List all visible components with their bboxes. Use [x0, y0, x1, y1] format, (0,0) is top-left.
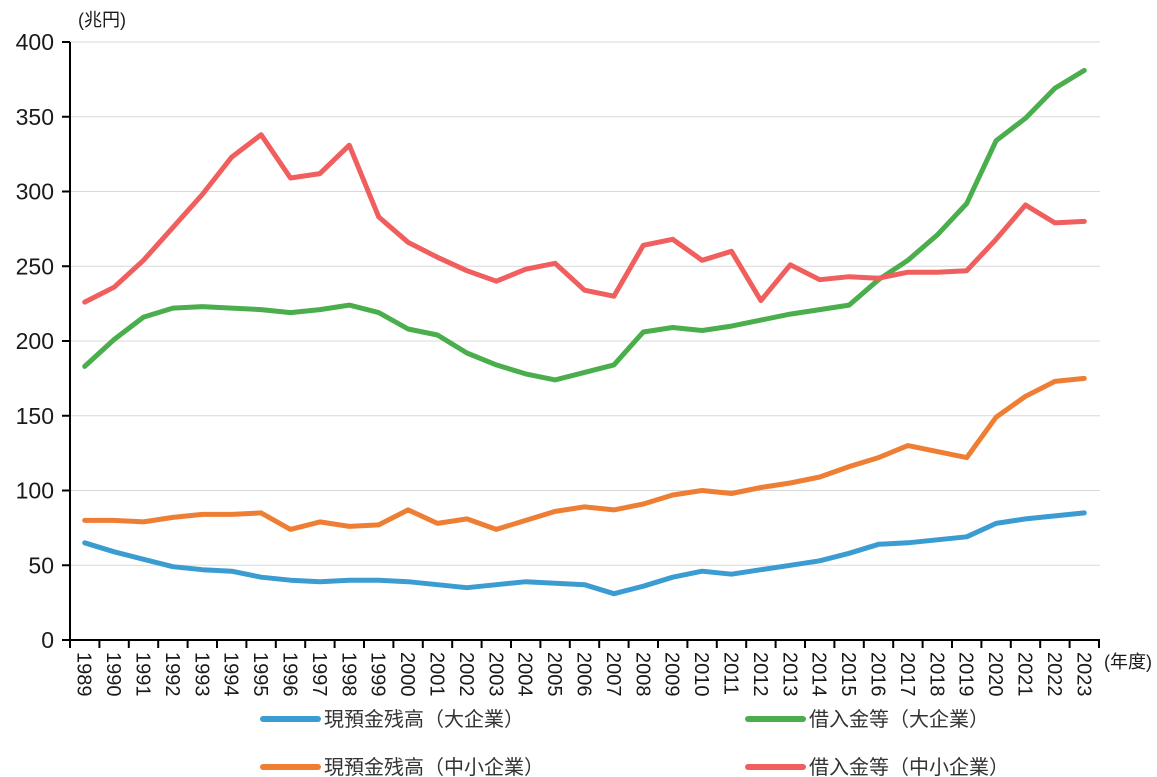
legend-item: 借入金等（大企業） — [745, 708, 989, 731]
x-tick-label: 2007 — [602, 652, 624, 697]
x-tick-label: 2015 — [837, 652, 859, 697]
x-tick-label: 1994 — [220, 652, 242, 697]
series-line-0 — [82, 510, 1087, 597]
y-axis-unit-label: (兆円) — [78, 10, 126, 30]
x-tick-label: 2010 — [690, 652, 712, 697]
series-lines — [82, 67, 1087, 597]
x-tick-label: 1989 — [73, 652, 95, 697]
x-tick-label: 1992 — [161, 652, 183, 697]
legend-item: 借入金等（中小企業） — [745, 756, 1009, 777]
x-tick-label: 2002 — [455, 652, 477, 697]
y-tick-labels: 0 50 100 150 200 250 300 350 400 — [16, 29, 54, 653]
x-tick-label: 2003 — [484, 652, 506, 697]
series-line-1 — [82, 67, 1087, 383]
x-tick-label: 2020 — [984, 652, 1006, 697]
x-tick-label: 2001 — [426, 652, 448, 697]
y-tick-label: 200 — [16, 328, 54, 354]
y-tick-label: 50 — [28, 552, 54, 578]
x-tick-label: 2017 — [896, 652, 918, 697]
x-tick-label: 2014 — [808, 652, 830, 697]
series-line-3 — [82, 132, 1087, 305]
x-tick-label: 2011 — [720, 652, 742, 695]
x-tick-label: 2000 — [396, 652, 418, 697]
y-tick-label: 350 — [16, 104, 54, 130]
x-tick-label: 1993 — [190, 652, 212, 697]
x-tick-label: 2005 — [543, 652, 565, 697]
legend-label: 借入金等（中小企業） — [809, 756, 1009, 777]
y-tick-label: 400 — [16, 29, 54, 55]
y-tick-label: 250 — [16, 253, 54, 279]
x-tick-label: 1999 — [367, 652, 389, 697]
x-tick-label: 2018 — [925, 652, 947, 697]
x-tick-labels: 1989 1990 1991 1992 1993 1994 1995 1996 1997 1998… — [73, 652, 1095, 697]
x-tick-label: 1996 — [279, 652, 301, 697]
x-tick-label: 1997 — [308, 652, 330, 697]
x-tick-label: 2021 — [1014, 652, 1036, 697]
x-tick-label: 2023 — [1072, 652, 1094, 697]
gridlines — [70, 41, 1100, 566]
y-tick-label: 300 — [16, 179, 54, 205]
x-tick-label: 2008 — [631, 652, 653, 697]
x-tick-label: 1990 — [102, 652, 124, 697]
x-tick-label: 2004 — [514, 652, 536, 697]
legend-item: 現預金残高（中小企業） — [260, 756, 544, 777]
x-tick-label: 1991 — [132, 652, 154, 697]
x-tick-label: 2013 — [778, 652, 800, 697]
legend: 現預金残高（大企業） 借入金等（大企業） 現預金残高（中小企業） 借入金等（中小企業） — [260, 708, 1009, 777]
x-tick-label: 1998 — [337, 652, 359, 697]
x-tick-label: 1995 — [249, 652, 271, 697]
y-tick-label: 100 — [16, 478, 54, 504]
x-tick-label: 2022 — [1043, 652, 1065, 697]
legend-item: 現預金残高（大企業） — [260, 708, 524, 731]
x-tick-label: 2006 — [573, 652, 595, 697]
y-tick-label: 0 — [41, 627, 54, 653]
x-axis-unit-label: (年度) — [1104, 652, 1152, 672]
y-tick-label: 150 — [16, 403, 54, 429]
axes — [62, 41, 1100, 648]
legend-label: 借入金等（大企業） — [809, 708, 989, 731]
legend-label: 現預金残高（中小企業） — [324, 756, 544, 777]
x-tick-label: 2019 — [955, 652, 977, 697]
x-tick-label: 2016 — [867, 652, 889, 697]
legend-label: 現預金残高（大企業） — [324, 708, 524, 731]
x-tick-label: 2009 — [661, 652, 683, 697]
x-tick-label: 2012 — [749, 652, 771, 697]
series-line-2 — [82, 375, 1087, 532]
